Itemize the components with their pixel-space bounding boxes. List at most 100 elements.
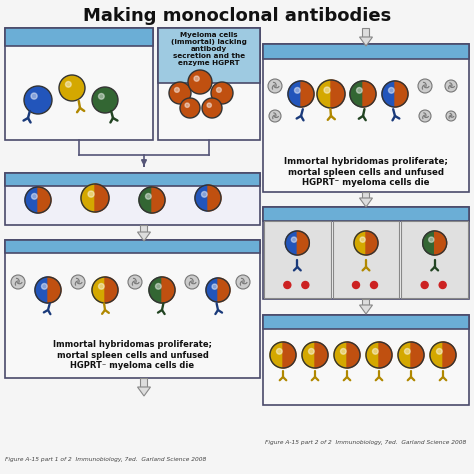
Bar	[333, 221, 399, 298]
Wedge shape	[331, 80, 345, 108]
Wedge shape	[398, 342, 411, 368]
Bar	[263, 44, 469, 59]
Circle shape	[302, 282, 309, 289]
Circle shape	[194, 76, 199, 81]
Circle shape	[11, 275, 25, 289]
Circle shape	[92, 87, 118, 113]
Text: Making monoclonal antibodies: Making monoclonal antibodies	[83, 7, 391, 25]
Bar	[264, 221, 331, 298]
Wedge shape	[48, 277, 61, 303]
Circle shape	[389, 88, 394, 93]
Bar	[140, 378, 147, 387]
Polygon shape	[359, 305, 373, 314]
Wedge shape	[105, 277, 118, 303]
Circle shape	[212, 284, 217, 289]
Wedge shape	[334, 342, 347, 368]
Text: Figure A-15 part 1 of 2  Immunobiology, 7ed.  Garland Science 2008: Figure A-15 part 1 of 2 Immunobiology, 7…	[5, 457, 206, 462]
Wedge shape	[411, 342, 424, 368]
Wedge shape	[92, 277, 105, 303]
Wedge shape	[149, 277, 162, 303]
Wedge shape	[283, 342, 296, 368]
Bar	[5, 240, 260, 253]
Circle shape	[99, 93, 104, 99]
Wedge shape	[379, 342, 392, 368]
Wedge shape	[363, 81, 376, 107]
Circle shape	[31, 93, 37, 99]
Circle shape	[180, 98, 200, 118]
Bar	[5, 173, 260, 186]
Bar	[363, 28, 370, 37]
Wedge shape	[317, 80, 331, 108]
Circle shape	[59, 75, 85, 101]
Text: Myeloma cells
(immortal) lacking
antibody
secretion and the
enzyme HGPRT: Myeloma cells (immortal) lacking antibod…	[171, 32, 247, 66]
Wedge shape	[95, 184, 109, 212]
Circle shape	[201, 191, 207, 197]
Wedge shape	[81, 184, 95, 212]
Bar	[140, 225, 147, 232]
Text: Immortal hybridomas proliferate;
mortal spleen cells and unfused
HGPRT⁻ myeloma : Immortal hybridomas proliferate; mortal …	[53, 340, 212, 370]
Polygon shape	[359, 37, 373, 46]
Circle shape	[353, 282, 359, 289]
Polygon shape	[359, 198, 373, 207]
Circle shape	[202, 98, 222, 118]
Circle shape	[211, 82, 233, 104]
Circle shape	[99, 283, 104, 289]
Bar	[263, 207, 469, 299]
Text: Immortal hybridomas proliferate;
mortal spleen cells and unfused
HGPRT⁻ myeloma : Immortal hybridomas proliferate; mortal …	[284, 157, 448, 187]
Circle shape	[88, 191, 94, 197]
Bar	[401, 221, 468, 298]
Circle shape	[292, 237, 297, 242]
Circle shape	[174, 88, 179, 92]
Wedge shape	[195, 185, 208, 211]
Circle shape	[360, 237, 365, 242]
Bar	[158, 28, 260, 140]
Wedge shape	[162, 277, 175, 303]
Circle shape	[31, 193, 37, 199]
Bar	[263, 315, 469, 329]
Circle shape	[71, 275, 85, 289]
Wedge shape	[139, 187, 152, 213]
Circle shape	[309, 348, 314, 354]
Wedge shape	[366, 342, 379, 368]
Circle shape	[284, 282, 291, 289]
Circle shape	[42, 283, 47, 289]
Wedge shape	[366, 231, 378, 255]
Circle shape	[169, 82, 191, 104]
Circle shape	[207, 103, 211, 108]
Wedge shape	[270, 342, 283, 368]
Bar	[263, 44, 469, 192]
Circle shape	[236, 275, 250, 289]
Circle shape	[294, 88, 300, 93]
Circle shape	[446, 111, 456, 121]
Circle shape	[445, 80, 457, 92]
Circle shape	[340, 348, 346, 354]
Wedge shape	[285, 231, 297, 255]
Wedge shape	[382, 81, 395, 107]
Circle shape	[371, 282, 377, 289]
Circle shape	[276, 348, 282, 354]
Wedge shape	[443, 342, 456, 368]
Wedge shape	[38, 187, 51, 213]
Circle shape	[428, 237, 434, 242]
Wedge shape	[35, 277, 48, 303]
Circle shape	[185, 103, 190, 108]
Text: Figure A-15 part 2 of 2  Immunobiology, 7ed.  Garland Science 2008: Figure A-15 part 2 of 2 Immunobiology, 7…	[265, 440, 466, 445]
Polygon shape	[137, 387, 151, 396]
Wedge shape	[25, 187, 38, 213]
Circle shape	[269, 110, 281, 122]
Circle shape	[418, 79, 432, 93]
Bar	[5, 28, 153, 140]
Wedge shape	[350, 81, 363, 107]
Bar	[5, 173, 260, 225]
Wedge shape	[206, 278, 218, 302]
Wedge shape	[315, 342, 328, 368]
Bar	[158, 28, 260, 83]
Circle shape	[128, 275, 142, 289]
Circle shape	[146, 193, 151, 199]
Wedge shape	[423, 231, 435, 255]
Wedge shape	[301, 81, 314, 107]
Wedge shape	[208, 185, 221, 211]
Wedge shape	[288, 81, 301, 107]
Circle shape	[65, 82, 71, 87]
Wedge shape	[395, 81, 408, 107]
